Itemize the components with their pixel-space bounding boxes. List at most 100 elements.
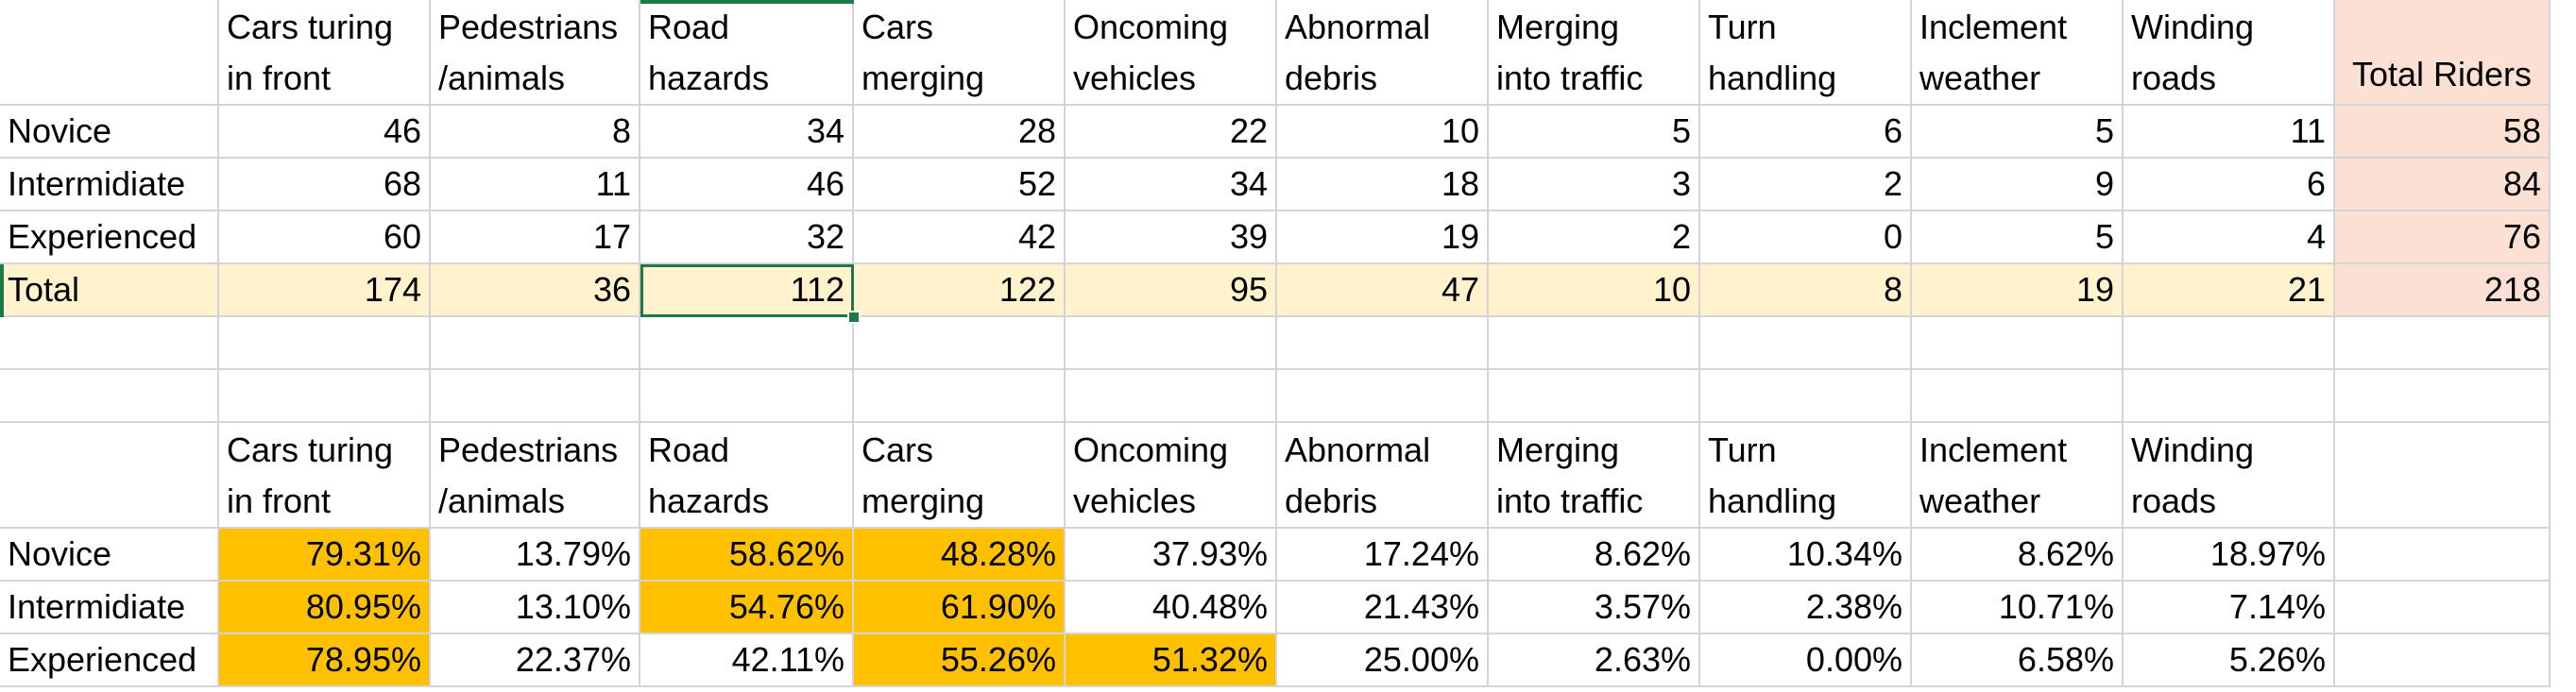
- row-label[interactable]: Novice: [0, 106, 219, 159]
- data-cell[interactable]: 5: [1912, 106, 2124, 159]
- data-cell[interactable]: 39: [1066, 211, 1277, 264]
- column-header[interactable]: Merging into traffic: [1489, 0, 1700, 106]
- cell-empty[interactable]: [0, 317, 219, 370]
- cell-empty[interactable]: [0, 0, 219, 106]
- data-cell[interactable]: 19: [1912, 264, 2124, 317]
- percent-cell[interactable]: 8.62%: [1489, 529, 1700, 582]
- data-cell[interactable]: 2: [1489, 211, 1700, 264]
- total-riders-cell[interactable]: 84: [2335, 159, 2550, 211]
- data-cell[interactable]: 8: [431, 106, 640, 159]
- percent-cell[interactable]: 2.63%: [1489, 634, 1700, 687]
- cell-empty[interactable]: [1277, 317, 1489, 370]
- percent-cell[interactable]: 10.34%: [1700, 529, 1912, 582]
- data-cell[interactable]: 174: [219, 264, 431, 317]
- data-cell[interactable]: 52: [854, 159, 1066, 211]
- column-header[interactable]: Winding roads: [2124, 423, 2335, 529]
- row-label[interactable]: Intermidiate: [0, 582, 219, 634]
- data-cell[interactable]: 68: [219, 159, 431, 211]
- highlighted-percent-cell[interactable]: 79.31%: [219, 529, 431, 582]
- column-header[interactable]: Inclement weather: [1912, 0, 2124, 106]
- column-header[interactable]: Inclement weather: [1912, 423, 2124, 529]
- percent-cell[interactable]: 7.14%: [2124, 582, 2335, 634]
- column-header[interactable]: Road hazards: [640, 423, 854, 529]
- percent-cell[interactable]: 21.43%: [1277, 582, 1489, 634]
- cell-empty[interactable]: [2335, 317, 2550, 370]
- data-cell[interactable]: 18: [1277, 159, 1489, 211]
- percent-cell[interactable]: 13.10%: [431, 582, 640, 634]
- cell-empty[interactable]: [1066, 370, 1277, 423]
- highlighted-percent-cell[interactable]: 48.28%: [854, 529, 1066, 582]
- column-header[interactable]: Abnormal debris: [1277, 0, 1489, 106]
- data-cell[interactable]: 34: [1066, 159, 1277, 211]
- percent-cell[interactable]: 42.11%: [640, 634, 854, 687]
- data-cell[interactable]: 3: [1489, 159, 1700, 211]
- percent-cell[interactable]: 3.57%: [1489, 582, 1700, 634]
- cell-empty[interactable]: [431, 370, 640, 423]
- cell-empty[interactable]: [1700, 317, 1912, 370]
- percent-cell[interactable]: 22.37%: [431, 634, 640, 687]
- data-cell[interactable]: 60: [219, 211, 431, 264]
- cell-empty[interactable]: [1489, 370, 1700, 423]
- row-label[interactable]: Experienced: [0, 634, 219, 687]
- data-cell[interactable]: 28: [854, 106, 1066, 159]
- cell-empty[interactable]: [1912, 370, 2124, 423]
- cell-empty[interactable]: [1912, 317, 2124, 370]
- cell-empty[interactable]: [2335, 634, 2550, 687]
- data-cell[interactable]: 10: [1489, 264, 1700, 317]
- cell-empty[interactable]: [640, 370, 854, 423]
- data-cell[interactable]: 34: [640, 106, 854, 159]
- column-header[interactable]: Winding roads: [2124, 0, 2335, 106]
- data-cell[interactable]: 9: [1912, 159, 2124, 211]
- percent-cell[interactable]: 6.58%: [1912, 634, 2124, 687]
- cell-empty[interactable]: [2335, 370, 2550, 423]
- data-cell[interactable]: 46: [219, 106, 431, 159]
- column-header[interactable]: Pedestrians/animals: [431, 423, 640, 529]
- column-header[interactable]: Road hazards: [640, 0, 854, 106]
- cell-empty[interactable]: [1066, 317, 1277, 370]
- cell-empty[interactable]: [2335, 582, 2550, 634]
- column-header[interactable]: Cars merging: [854, 0, 1066, 106]
- data-cell[interactable]: 6: [2124, 159, 2335, 211]
- percent-cell[interactable]: 2.38%: [1700, 582, 1912, 634]
- column-header[interactable]: Pedestrians/animals: [431, 0, 640, 106]
- cell-empty[interactable]: [431, 317, 640, 370]
- cell-empty[interactable]: [2124, 370, 2335, 423]
- column-header[interactable]: Oncoming vehicles: [1066, 0, 1277, 106]
- percent-cell[interactable]: 25.00%: [1277, 634, 1489, 687]
- data-cell[interactable]: 11: [2124, 106, 2335, 159]
- percent-cell[interactable]: 10.71%: [1912, 582, 2124, 634]
- data-cell[interactable]: 5: [1912, 211, 2124, 264]
- percent-cell[interactable]: 40.48%: [1066, 582, 1277, 634]
- percent-cell[interactable]: 18.97%: [2124, 529, 2335, 582]
- percent-cell[interactable]: 0.00%: [1700, 634, 1912, 687]
- data-cell[interactable]: 47: [1277, 264, 1489, 317]
- column-header[interactable]: Turn handling: [1700, 0, 1912, 106]
- percent-cell[interactable]: 37.93%: [1066, 529, 1277, 582]
- column-header[interactable]: Cars turing in front: [219, 0, 431, 106]
- cell-empty[interactable]: [1489, 317, 1700, 370]
- row-label[interactable]: Novice: [0, 529, 219, 582]
- highlighted-percent-cell[interactable]: 80.95%: [219, 582, 431, 634]
- cell-empty[interactable]: [0, 370, 219, 423]
- cell-empty[interactable]: [1700, 370, 1912, 423]
- data-cell[interactable]: 5: [1489, 106, 1700, 159]
- column-header[interactable]: Turn handling: [1700, 423, 1912, 529]
- percent-cell[interactable]: 17.24%: [1277, 529, 1489, 582]
- data-cell[interactable]: 36: [431, 264, 640, 317]
- total-riders-header[interactable]: Total Riders: [2335, 0, 2550, 106]
- data-cell[interactable]: 42: [854, 211, 1066, 264]
- data-cell[interactable]: 19: [1277, 211, 1489, 264]
- row-label[interactable]: Intermidiate: [0, 159, 219, 211]
- column-header[interactable]: Merging into traffic: [1489, 423, 1700, 529]
- highlighted-percent-cell[interactable]: 78.95%: [219, 634, 431, 687]
- data-cell[interactable]: 46: [640, 159, 854, 211]
- data-cell[interactable]: 4: [2124, 211, 2335, 264]
- cell-empty[interactable]: [0, 423, 219, 529]
- data-cell[interactable]: 6: [1700, 106, 1912, 159]
- selected-cell[interactable]: 112: [640, 264, 854, 317]
- row-label[interactable]: Total: [0, 264, 219, 317]
- percent-cell[interactable]: 5.26%: [2124, 634, 2335, 687]
- data-cell[interactable]: 8: [1700, 264, 1912, 317]
- column-header[interactable]: Cars merging: [854, 423, 1066, 529]
